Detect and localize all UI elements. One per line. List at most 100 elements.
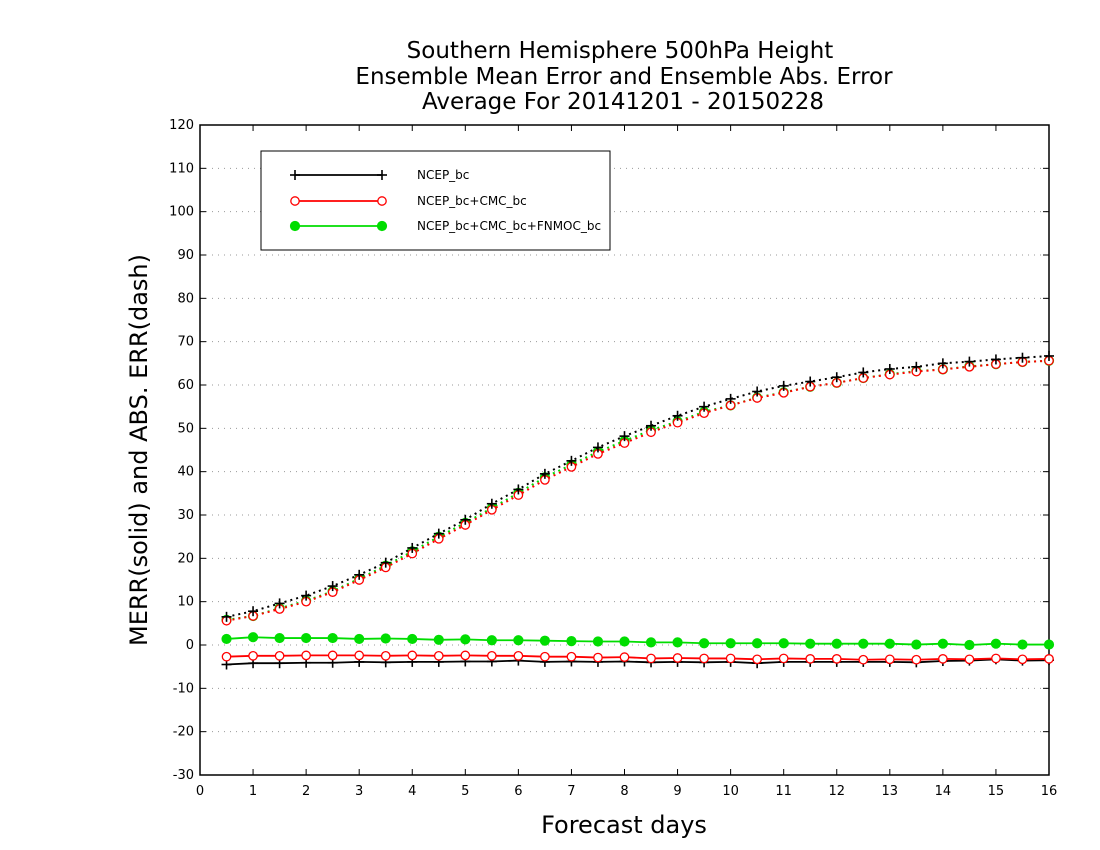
- legend-marker: [377, 170, 387, 180]
- abs-err-line: [226, 359, 1050, 622]
- legend-marker: [290, 170, 300, 180]
- abs-err-point: [248, 606, 259, 617]
- abs-err-point: [646, 420, 657, 431]
- y-tick-label: 100: [169, 205, 194, 220]
- merr-point: [725, 638, 736, 649]
- merr-point: [699, 653, 709, 664]
- y-tick-label: 80: [177, 291, 194, 306]
- merr-point: [646, 653, 656, 664]
- merr-point: [460, 650, 471, 661]
- x-tick-label: 9: [673, 784, 681, 799]
- merr-point: [327, 650, 338, 661]
- merr-point: [566, 651, 577, 662]
- abs-err-point: [831, 372, 842, 383]
- y-tick-label: 60: [177, 378, 194, 393]
- merr-point: [884, 654, 895, 665]
- merr-point: [1017, 639, 1028, 650]
- merr-point: [858, 638, 869, 649]
- merr-point: [938, 654, 948, 664]
- abs-err-point: [1017, 352, 1028, 363]
- legend-entries: NCEP_bc NCEP_bc+CMC_bc NCEP_bc+CMC_bc+FNMO…: [289, 168, 601, 233]
- merr-point: [540, 651, 550, 662]
- merr-point: [672, 637, 683, 648]
- merr-point: [778, 653, 789, 664]
- merr-point: [619, 652, 630, 662]
- merr-line: [226, 654, 1050, 661]
- merr-point: [831, 654, 842, 664]
- abs-err-point: [858, 367, 869, 378]
- merr-point: [1043, 639, 1055, 650]
- abs-err-point: [407, 542, 418, 553]
- title-line-1: Southern Hemisphere 500hPa Height: [407, 38, 834, 64]
- y-tick-label: 90: [177, 248, 194, 263]
- x-tick-label: 0: [196, 784, 204, 799]
- legend-entry: NCEP_bc+CMC_bc: [290, 194, 527, 208]
- legend-label: NCEP_bc+CMC_bc+FNMOC_bc: [417, 219, 601, 233]
- x-tick-label: 7: [567, 784, 575, 799]
- abs-err-point: [884, 363, 895, 374]
- x-tick-label: 10: [722, 784, 739, 799]
- abs-err-point: [433, 528, 444, 539]
- abs-err-point: [380, 557, 391, 568]
- abs-err-point: [805, 376, 816, 387]
- abs-err-point: [937, 358, 948, 369]
- chart-title: Southern Hemisphere 500hPa Height Ensemb…: [355, 38, 893, 115]
- y-tick-label: -30: [173, 768, 194, 783]
- y-tick-label: 110: [169, 161, 194, 176]
- abs-err-point: [699, 401, 710, 412]
- merr-point: [221, 633, 232, 645]
- merr-point: [778, 638, 789, 649]
- abs-err-point: [460, 514, 471, 525]
- merr-point: [592, 636, 604, 647]
- merr-point: [805, 638, 816, 649]
- y-tick-label: 120: [169, 118, 194, 133]
- abs-err-point: [964, 356, 975, 367]
- merr-point: [486, 650, 497, 661]
- abs-err-point: [274, 598, 285, 609]
- merr-point: [433, 650, 444, 661]
- x-tick-label: 13: [882, 784, 899, 799]
- merr-point: [248, 650, 258, 661]
- merr-point: [354, 650, 365, 661]
- x-tick-label: 11: [775, 784, 792, 799]
- merr-line: [226, 636, 1049, 646]
- legend-marker: [289, 220, 301, 232]
- y-tick-label: 40: [177, 465, 194, 480]
- x-tick-label: 12: [828, 784, 845, 799]
- merr-point: [407, 633, 418, 645]
- x-tick-label: 15: [988, 784, 1005, 799]
- x-tick-label: 16: [1041, 784, 1058, 799]
- merr-point: [831, 638, 842, 649]
- abs-err-point: [486, 498, 497, 509]
- merr-point: [380, 633, 391, 644]
- merr-point: [990, 638, 1002, 649]
- merr-point: [566, 636, 577, 647]
- y-tick-label: 30: [177, 508, 194, 523]
- x-tick-label: 1: [249, 784, 257, 799]
- merr-point: [327, 632, 338, 644]
- merr-point: [274, 632, 285, 644]
- legend-label: NCEP_bc+CMC_bc: [417, 194, 527, 208]
- series-layer: [221, 350, 1055, 670]
- merr-point: [513, 650, 524, 661]
- merr-point: [858, 654, 869, 665]
- abs-err-point: [619, 431, 630, 442]
- y-axis-label: MERR(solid) and ABS. ERR(dash): [125, 254, 153, 646]
- merr-point: [221, 651, 232, 662]
- merr-point: [752, 638, 763, 649]
- merr-point: [911, 639, 922, 650]
- merr-point: [698, 638, 710, 649]
- abs-err-point: [513, 484, 524, 495]
- merr-point: [911, 654, 922, 665]
- title-line-3: Average For 20141201 - 20150228: [422, 89, 824, 115]
- x-tick-label: 5: [461, 784, 469, 799]
- merr-point: [593, 652, 603, 663]
- abs-err-point: [301, 590, 312, 601]
- merr-point: [301, 650, 311, 661]
- x-tick-label: 8: [620, 784, 628, 799]
- merr-point: [1017, 654, 1028, 665]
- merr-point: [274, 650, 285, 661]
- abs-err-point: [327, 581, 338, 592]
- abs-err-point: [539, 468, 550, 479]
- abs-err-point: [354, 569, 365, 580]
